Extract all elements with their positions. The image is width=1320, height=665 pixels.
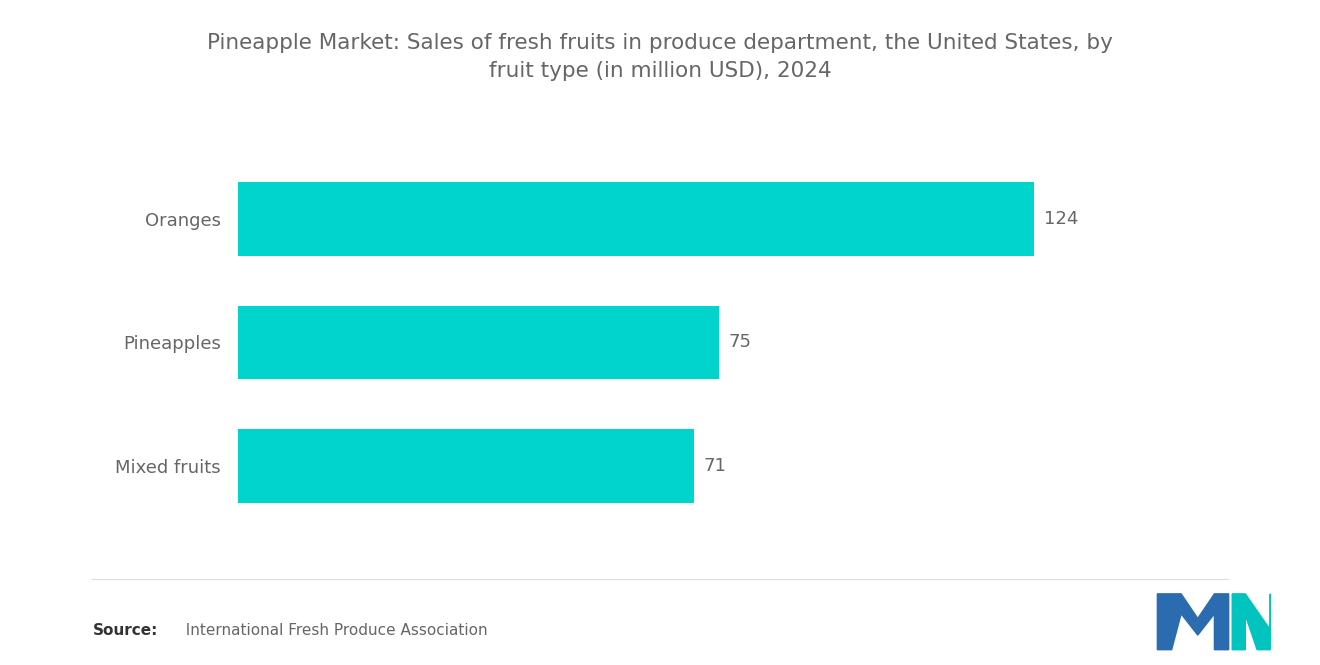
Polygon shape [1158, 594, 1229, 650]
Bar [238, 429, 693, 503]
Polygon shape [1233, 594, 1270, 650]
Bar [238, 305, 719, 380]
Text: Pineapple Market: Sales of fresh fruits in produce department, the United States: Pineapple Market: Sales of fresh fruits … [207, 33, 1113, 81]
Text: 75: 75 [729, 333, 752, 352]
Text: 71: 71 [704, 457, 726, 475]
Text: Source:: Source: [92, 623, 158, 638]
Text: International Fresh Produce Association: International Fresh Produce Association [176, 623, 487, 638]
Text: 124: 124 [1044, 210, 1078, 228]
Bar [238, 182, 1034, 256]
